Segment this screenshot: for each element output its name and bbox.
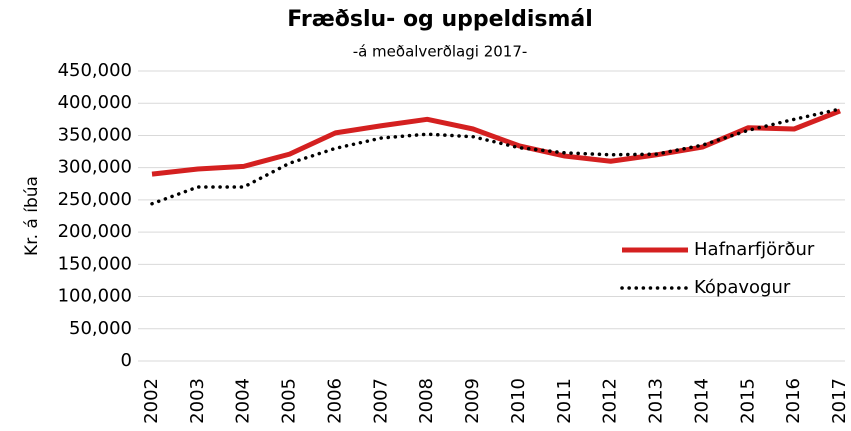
y-tick-label: 0 — [121, 350, 132, 371]
x-tick-label: 2007 — [370, 378, 391, 424]
x-tick-label: 2017 — [829, 378, 850, 424]
x-tick-label: 2011 — [554, 378, 575, 424]
x-tick-label: 2006 — [324, 378, 345, 424]
y-tick-label: 350,000 — [58, 124, 132, 145]
y-tick-label: 50,000 — [69, 318, 132, 339]
y-tick-label: 400,000 — [58, 92, 132, 113]
x-tick-label: 2002 — [141, 378, 162, 424]
y-tick-label: 100,000 — [58, 286, 132, 307]
x-tick-label: 2016 — [783, 378, 804, 424]
y-tick-label: 150,000 — [58, 253, 132, 274]
chart-title: Fræðslu- og uppeldismál — [287, 7, 593, 32]
series-line — [151, 108, 841, 177]
x-tick-label: 2005 — [279, 378, 300, 424]
y-tick-label: 300,000 — [58, 157, 132, 178]
x-tick-label: 2013 — [646, 378, 667, 424]
x-tick-label: 2015 — [737, 378, 758, 424]
legend-label: Kópavogur — [694, 277, 791, 298]
y-tick-label: 200,000 — [58, 221, 132, 242]
x-tick-label: 2009 — [462, 378, 483, 424]
chart-subtitle: -á meðalverðlagi 2017- — [353, 43, 528, 61]
x-tick-label: 2014 — [691, 378, 712, 424]
x-tick-label: 2010 — [508, 378, 529, 424]
x-tick-label: 2004 — [233, 378, 254, 424]
series-line — [150, 107, 842, 206]
y-axis-label: Kr. á íbúa — [22, 176, 42, 256]
x-tick-label: 2003 — [187, 378, 208, 424]
x-tick-label: 2012 — [600, 378, 621, 424]
x-tick-label: 2008 — [416, 378, 437, 424]
y-tick-label: 250,000 — [58, 189, 132, 210]
legend-label: Hafnarfjörður — [694, 239, 815, 260]
y-tick-label: 450,000 — [58, 60, 132, 81]
